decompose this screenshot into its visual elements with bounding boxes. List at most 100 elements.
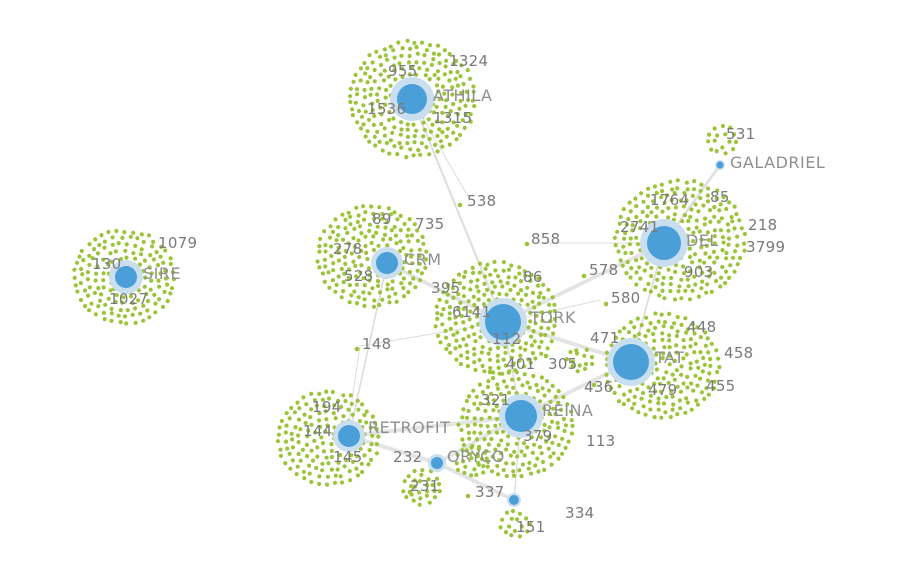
hub-athila[interactable]: ATHILA <box>390 77 492 121</box>
leaf-node <box>401 245 406 251</box>
leaf-node <box>472 332 477 337</box>
leaf-node <box>714 348 719 353</box>
leaf-node <box>317 481 322 487</box>
leaf-node <box>464 415 470 420</box>
leaf-node <box>721 240 726 245</box>
leaf-node <box>364 420 369 425</box>
hub-label-reina: REINA <box>542 401 593 420</box>
leaf-node <box>686 284 691 289</box>
leaf-node <box>509 533 514 538</box>
leaf-node <box>109 306 114 311</box>
leaf-node <box>417 66 422 71</box>
leaf-node <box>651 331 656 337</box>
hub-tork[interactable]: TORK <box>479 298 576 346</box>
leaf-node <box>556 456 561 461</box>
leaf-node <box>354 346 360 352</box>
leaf-node <box>474 472 479 477</box>
leaf-node <box>688 366 693 371</box>
leaf-node <box>632 334 637 339</box>
leaf-node <box>392 68 397 73</box>
leaf-node <box>287 451 292 456</box>
hub-retrofit[interactable]: RETROFIT <box>333 418 450 452</box>
leaf-node <box>681 356 686 361</box>
leaf-node <box>732 269 737 274</box>
leaf-node <box>493 447 498 452</box>
leaf-node <box>542 393 547 398</box>
leaf-node <box>469 473 474 478</box>
hub-crm[interactable]: CRM <box>371 247 442 279</box>
leaf-node <box>517 265 522 270</box>
leaf-node <box>323 249 328 254</box>
leaf-node <box>287 416 292 421</box>
leaf-node <box>352 226 357 231</box>
hub-del[interactable]: DEL <box>640 219 719 267</box>
leaf-node <box>405 233 410 238</box>
leaf-node <box>638 226 643 231</box>
hub-oryco[interactable]: ORYCO <box>428 447 505 472</box>
leaf-node <box>655 277 660 282</box>
leaf-node <box>388 44 393 49</box>
leaf-node <box>628 275 633 280</box>
hub-151[interactable] <box>507 493 521 507</box>
leaf-node <box>93 312 98 317</box>
leaf-node <box>618 258 623 263</box>
leaf-node <box>85 293 91 298</box>
leaf-node <box>131 230 136 235</box>
leaf-node <box>356 108 362 114</box>
leaf-node <box>691 187 697 192</box>
leaf-node <box>536 294 542 300</box>
leaf-node <box>363 134 368 139</box>
leaf-node <box>375 279 381 284</box>
hub-galadriel[interactable]: GALADRIEL <box>715 153 825 172</box>
hub-sire[interactable]: SIRE <box>109 260 181 294</box>
hub-reina[interactable]: REINA <box>499 394 593 438</box>
leaf-node <box>500 371 505 376</box>
hub-label-oryco: ORYCO <box>447 447 505 466</box>
leaf-node <box>457 344 462 349</box>
leaf-node <box>727 275 732 280</box>
leaf-node <box>712 270 717 275</box>
leaf-node <box>630 406 635 411</box>
leaf-node <box>377 86 382 91</box>
leaf-node <box>163 248 168 253</box>
leaf-node <box>92 290 97 296</box>
leaf-node <box>561 416 567 422</box>
leaf-node <box>307 471 312 476</box>
leaf-node <box>348 222 353 227</box>
hub-tat[interactable]: TAT <box>607 338 685 386</box>
leaf-node <box>511 469 516 474</box>
leaf-node <box>374 427 379 432</box>
leaf-node <box>699 237 704 242</box>
leaf-node <box>336 225 341 230</box>
leaf-node <box>308 415 313 420</box>
leaf-node <box>533 321 538 326</box>
leaf-node <box>707 255 712 260</box>
leaf-node <box>350 459 355 464</box>
leaf-node <box>332 480 338 485</box>
leaf-node <box>661 401 667 406</box>
leaf-node <box>694 359 699 364</box>
leaf-node <box>427 500 432 505</box>
leaf-node <box>551 406 556 411</box>
leaf-node <box>461 337 466 342</box>
leaf-node <box>333 473 338 478</box>
leaf-node <box>675 314 680 320</box>
leaf-node <box>135 236 140 241</box>
leaf-node <box>498 279 503 284</box>
leaf-node <box>455 452 460 458</box>
leaf-node <box>426 117 431 122</box>
leaf-node <box>317 244 322 249</box>
leaf-node <box>361 103 366 108</box>
leaf-node <box>355 120 360 125</box>
leaf-node <box>670 187 675 192</box>
leaf-node <box>456 306 461 311</box>
leaf-node <box>410 261 415 266</box>
leaf-node <box>443 328 448 333</box>
leaf-node <box>692 350 697 355</box>
leaf-node <box>464 343 469 348</box>
leaf-node <box>402 479 407 484</box>
leaf-node <box>682 345 687 350</box>
leaf-node <box>542 406 547 411</box>
leaf-node <box>495 359 500 364</box>
leaf-node <box>298 458 303 463</box>
